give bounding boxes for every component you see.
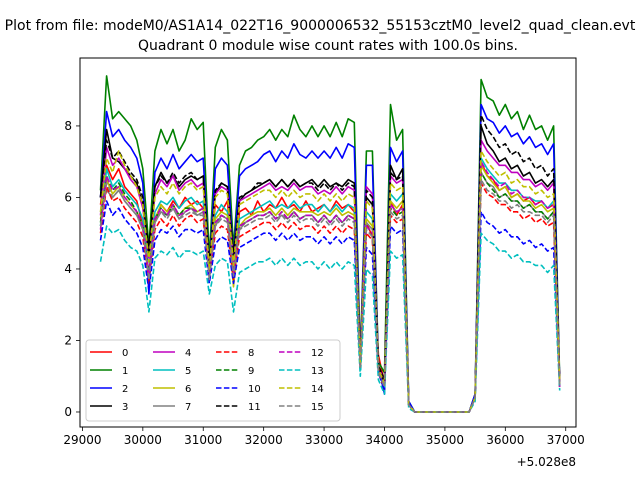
series-line-3 bbox=[99, 125, 561, 413]
legend-label-11: 11 bbox=[248, 402, 261, 413]
series-line-5 bbox=[99, 157, 561, 413]
x-tick-label: 35000 bbox=[426, 433, 464, 447]
legend-label-8: 8 bbox=[248, 348, 254, 359]
chart-title: Quadrant 0 module wise count rates with … bbox=[138, 38, 518, 54]
legend-label-7: 7 bbox=[185, 402, 191, 413]
legend-label-14: 14 bbox=[311, 384, 324, 395]
legend-label-12: 12 bbox=[311, 348, 324, 359]
legend-label-6: 6 bbox=[185, 384, 191, 395]
legend-label-1: 1 bbox=[122, 366, 128, 377]
series-lines bbox=[99, 75, 561, 413]
x-tick-label: 36000 bbox=[486, 433, 524, 447]
x-tick-label: 30000 bbox=[124, 433, 162, 447]
series-line-2 bbox=[99, 103, 561, 413]
figure-suptitle: Plot from file: modeM0/AS1A14_022T16_900… bbox=[5, 18, 636, 34]
plot-area bbox=[79, 57, 577, 428]
legend-label-0: 0 bbox=[122, 348, 128, 359]
x-tick-label: 32000 bbox=[245, 433, 283, 447]
legend-label-3: 3 bbox=[122, 402, 128, 413]
y-tick-label: 4 bbox=[64, 262, 72, 276]
series-line-10 bbox=[99, 200, 561, 413]
legend-label-5: 5 bbox=[185, 366, 191, 377]
series-line-8 bbox=[99, 182, 561, 413]
legend-label-2: 2 bbox=[122, 384, 128, 395]
legend-label-13: 13 bbox=[311, 366, 324, 377]
legend-label-15: 15 bbox=[311, 402, 324, 413]
x-tick-label: 34000 bbox=[365, 433, 403, 447]
y-tick-label: 8 bbox=[64, 119, 72, 133]
axis-ticks: 29000 30000 31000 32000 33000 34000 35000 36000… bbox=[63, 119, 585, 447]
series-line-13 bbox=[99, 225, 561, 413]
x-tick-label: 33000 bbox=[305, 433, 343, 447]
legend-label-10: 10 bbox=[248, 384, 261, 395]
series-line-12 bbox=[99, 160, 561, 413]
legend-label-4: 4 bbox=[185, 348, 191, 359]
y-tick-label: 6 bbox=[64, 190, 72, 204]
axes-frame bbox=[79, 57, 577, 428]
y-tick-label: 2 bbox=[64, 333, 72, 347]
x-tick-label: 31000 bbox=[184, 433, 222, 447]
y-tick-label: 0 bbox=[64, 405, 72, 419]
series-line-11 bbox=[99, 114, 561, 413]
legend-label-9: 9 bbox=[248, 366, 254, 377]
x-tick-label: 37000 bbox=[547, 433, 585, 447]
series-line-14 bbox=[99, 150, 561, 413]
legend-box bbox=[85, 339, 341, 422]
series-line-15 bbox=[99, 178, 561, 413]
x-axis-offset-label: +5.028e8 bbox=[517, 455, 576, 469]
x-tick-label: 29000 bbox=[63, 433, 101, 447]
series-line-4 bbox=[99, 139, 561, 413]
series-line-1 bbox=[99, 75, 561, 413]
